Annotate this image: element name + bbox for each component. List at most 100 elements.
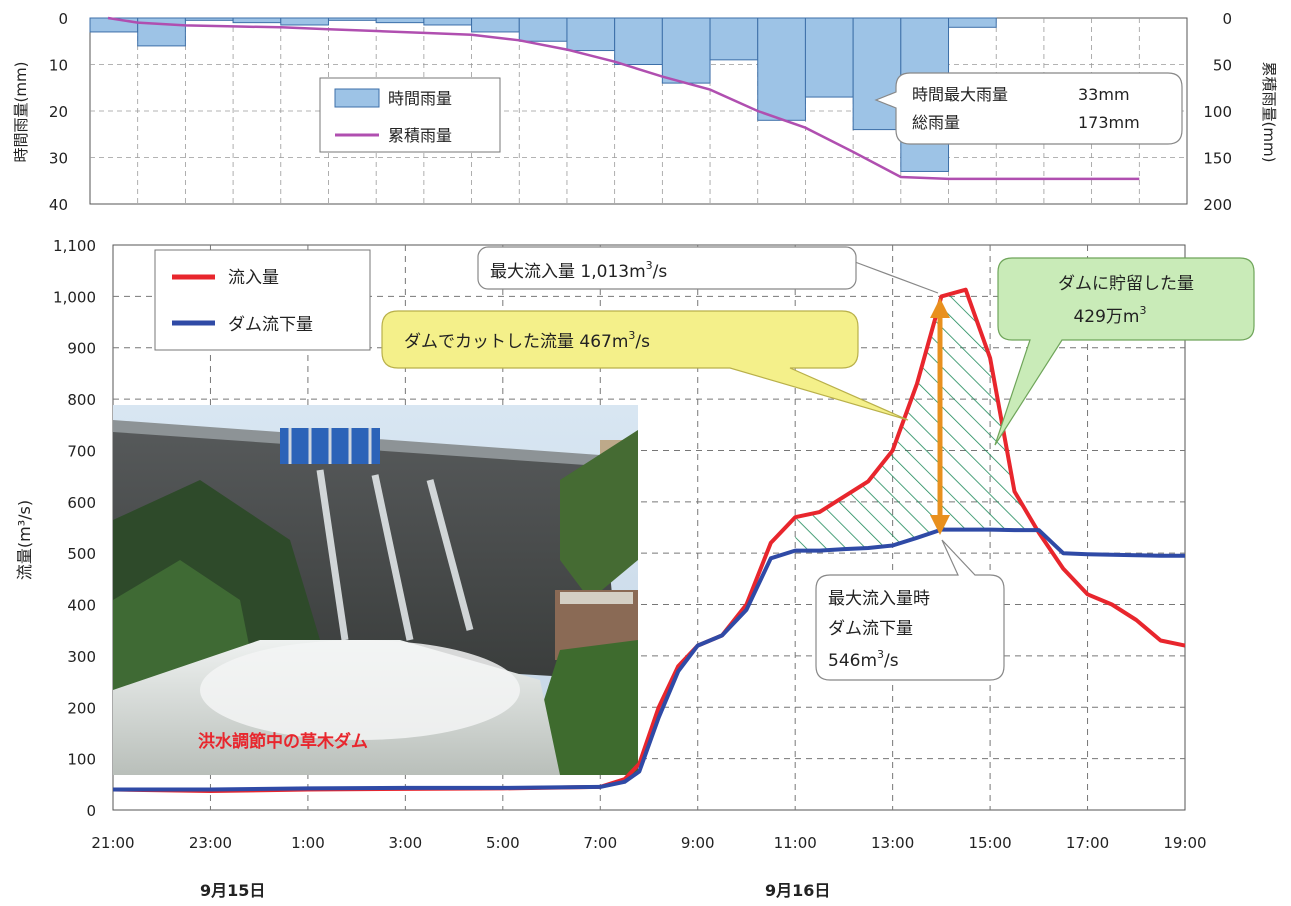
rain-left-tick-label: 30: [49, 150, 68, 168]
svg-text:最大流入量 1,013m3/s: 最大流入量 1,013m3/s: [490, 259, 667, 282]
rainfall-chart: 0 10 20 30 40 0 50 100 150 200 時間雨量(mm) 累積雨量(mm)…: [12, 10, 1278, 214]
rainfall-bar: [948, 17, 997, 28]
legend-label-hourly-rainfall: 時間雨量: [388, 89, 452, 108]
flow-y-tick-label: 1,100: [53, 237, 96, 255]
rain-left-tick-label: 40: [49, 196, 68, 214]
rainfall-bar: [423, 17, 473, 26]
rainfall-left-tick-labels: 0 10 20 30 40: [49, 10, 68, 214]
flow-y-tick-label: 600: [67, 494, 96, 512]
callout-stored-volume: ダムに貯留した量 429万m3: [994, 257, 1255, 446]
dam-photo: 洪水調節中の草木ダム: [113, 405, 638, 775]
outflow-at-peak-suffix: /s: [884, 651, 899, 671]
max-inflow-text: 最大流入量 1,013m: [490, 262, 646, 282]
rain-right-tick-label: 150: [1203, 150, 1232, 168]
legend-swatch-hourly-rainfall: [334, 88, 380, 108]
flow-x-tick-label: 15:00: [968, 834, 1011, 852]
flow-y-tick-label: 1,000: [53, 288, 96, 306]
total-rainfall-value: 173mm: [1078, 113, 1140, 132]
flow-y-axis-label: 流量(m³/s): [15, 500, 34, 580]
callout-max-inflow: 最大流入量 1,013m3/s: [477, 246, 939, 294]
legend-label-cumulative-rainfall: 累積雨量: [388, 126, 452, 145]
max-hourly-rainfall-value: 33mm: [1078, 85, 1130, 104]
rainfall-annotation: 時間最大雨量 33mm 総雨量 173mm: [874, 72, 1183, 145]
flow-x-tick-label: 7:00: [583, 834, 617, 852]
outflow-at-peak-line2: ダム流下量: [828, 619, 913, 639]
callout-outflow-at-peak: 最大流入量時 ダム流下量 546m3/s: [815, 539, 1005, 681]
rainfall-right-axis-label: 累積雨量(mm): [1260, 62, 1278, 163]
rainfall-bar: [471, 17, 520, 33]
flow-y-tick-label: 700: [67, 442, 96, 460]
peak-cut-arrow: [930, 298, 950, 535]
flow-y-tick-label: 900: [67, 340, 96, 358]
rain-left-tick-label: 0: [58, 10, 68, 28]
rainfall-bar: [614, 17, 663, 65]
flow-x-tick-label: 1:00: [291, 834, 325, 852]
flow-x-tick-label: 17:00: [1066, 834, 1109, 852]
cut-flow-suffix: /s: [635, 332, 650, 352]
flow-x-tick-label: 13:00: [871, 834, 914, 852]
cut-flow-text: ダムでカットした流量 467m: [404, 332, 628, 352]
legend-label-outflow: ダム流下量: [228, 315, 313, 335]
flow-y-tick-label: 200: [67, 699, 96, 717]
outflow-at-peak-line3: 546m: [828, 651, 877, 671]
outflow-line: [113, 527, 1185, 792]
outflow-at-peak-line1: 最大流入量時: [828, 589, 930, 609]
flow-y-tick-label: 300: [67, 648, 96, 666]
flow-x-tick-label: 21:00: [91, 834, 134, 852]
rainfall-bar: [757, 17, 806, 121]
rainfall-bar: [804, 17, 854, 98]
legend-label-inflow: 流入量: [228, 268, 279, 288]
rain-right-tick-label: 50: [1213, 57, 1232, 75]
rainfall-bar: [852, 17, 902, 131]
rain-left-tick-label: 10: [49, 57, 68, 75]
flow-x-tick-label: 5:00: [486, 834, 520, 852]
rainfall-bar: [184, 17, 234, 21]
flow-y-tick-label: 500: [67, 545, 96, 563]
stored-volume-line2: 429万m: [1073, 307, 1139, 327]
date-label-sep15: 9月15日: [200, 881, 265, 900]
rainfall-bar: [375, 17, 425, 24]
rainfall-bar: [518, 17, 568, 42]
total-rainfall-label: 総雨量: [912, 113, 960, 132]
rainfall-right-tick-labels: 0 50 100 150 200: [1203, 10, 1232, 214]
rain-right-tick-label: 0: [1222, 10, 1232, 28]
stored-volume-sup: 3: [1140, 304, 1147, 317]
rainfall-bar: [232, 17, 282, 24]
flow-x-tick-label: 19:00: [1163, 834, 1206, 852]
cut-flow-sup: 3: [628, 329, 635, 342]
rainfall-legend: 時間雨量 累積雨量: [319, 77, 501, 153]
rain-right-tick-label: 200: [1203, 196, 1232, 214]
flow-x-tick-label: 11:00: [774, 834, 817, 852]
flow-x-tick-label: 3:00: [389, 834, 423, 852]
flow-x-tick-label: 23:00: [189, 834, 232, 852]
stored-volume-line1: ダムに貯留した量: [1058, 274, 1194, 294]
date-label-sep16: 9月16日: [765, 881, 830, 900]
callout-cut-flow: ダムでカットした流量 467m3/s: [381, 310, 909, 421]
rain-right-tick-label: 100: [1203, 103, 1232, 121]
max-inflow-sup: 3: [646, 259, 653, 272]
photo-caption: 洪水調節中の草木ダム: [198, 731, 368, 752]
svg-text:546m3/s: 546m3/s: [828, 648, 899, 671]
flow-y-tick-label: 800: [67, 391, 96, 409]
max-hourly-rainfall-label: 時間最大雨量: [912, 85, 1008, 104]
rainfall-bar: [327, 17, 377, 21]
rain-left-tick-label: 20: [49, 103, 68, 121]
rainfall-bar: [566, 17, 616, 52]
flow-y-tick-labels: 0 100 200 300 400 500 600 700 800 900 1,000 1,100: [53, 237, 96, 820]
flow-chart: 洪水調節中の草木ダム 0 100 200 300 400 500 600 700 800 900 1…: [15, 237, 1255, 900]
outflow-at-peak-sup: 3: [877, 648, 884, 661]
flow-y-tick-label: 400: [67, 597, 96, 615]
rainfall-bar: [709, 17, 759, 61]
rainfall-bar: [661, 17, 711, 84]
rainfall-bar: [280, 17, 329, 26]
flow-x-tick-label: 9:00: [681, 834, 715, 852]
flow-legend: 流入量 ダム流下量: [154, 249, 371, 351]
stored-volume-hatched-area: [795, 289, 1064, 569]
flow-y-tick-label: 0: [86, 802, 96, 820]
cumulative-rainfall-line: [107, 16, 1140, 181]
rainfall-left-axis-label: 時間雨量(mm): [12, 62, 30, 163]
svg-text:ダムでカットした流量 467m3/s: ダムでカットした流量 467m3/s: [404, 329, 650, 352]
svg-text:429万m3: 429万m3: [1073, 304, 1146, 327]
max-inflow-suffix: /s: [653, 262, 668, 282]
